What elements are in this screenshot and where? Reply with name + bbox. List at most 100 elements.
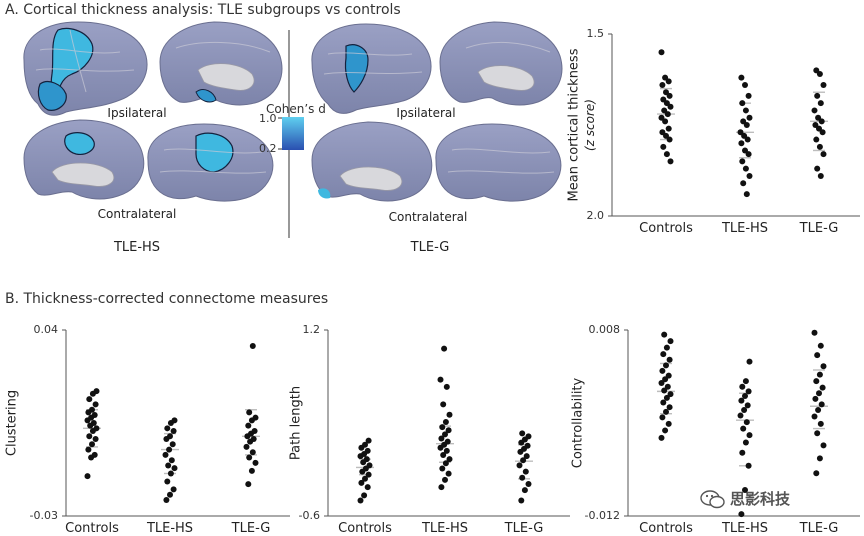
data-point [743, 122, 750, 128]
data-point [89, 406, 95, 413]
data-point [90, 420, 97, 426]
data-point [660, 351, 667, 358]
x-category-label: TLE-G [799, 521, 839, 536]
data-point [662, 427, 669, 434]
data-point [740, 180, 747, 187]
data-point [813, 470, 820, 477]
x-category-label: Controls [338, 521, 392, 536]
data-point [820, 363, 827, 370]
data-point [738, 511, 745, 518]
data-point [742, 165, 749, 172]
data-point [442, 431, 448, 438]
data-point [817, 420, 824, 427]
data-point [737, 412, 744, 419]
data-point [811, 413, 818, 420]
data-point [667, 391, 674, 398]
data-point [740, 425, 747, 432]
data-point [816, 390, 822, 397]
data-point [86, 396, 93, 403]
data-point [437, 376, 444, 383]
data-point [666, 92, 673, 99]
data-point [820, 151, 827, 158]
data-point [739, 100, 746, 107]
data-point [744, 402, 751, 409]
x-category-label: TLE-HS [721, 221, 769, 236]
data-point [814, 352, 821, 359]
data-point [664, 383, 671, 390]
data-point [519, 430, 526, 437]
data-point [742, 486, 748, 493]
data-point [815, 406, 822, 413]
data-point [660, 143, 667, 150]
data-point [522, 468, 529, 475]
data-point [662, 376, 669, 383]
data-point [365, 437, 372, 444]
data-point [665, 372, 672, 379]
data-point [358, 479, 365, 486]
colorbar [282, 117, 304, 150]
brain-renderings [23, 21, 563, 238]
data-point [171, 417, 178, 424]
data-point [443, 383, 450, 390]
brain-g-contra-medial [311, 121, 433, 202]
data-point [817, 172, 824, 179]
data-point [442, 476, 448, 483]
data-point [446, 411, 453, 418]
data-point [819, 129, 826, 136]
data-point [165, 462, 172, 469]
data-point [246, 409, 253, 416]
data-point [814, 165, 821, 172]
data-point [819, 384, 826, 391]
brain-hs-contra-medial [23, 119, 145, 200]
data-point [742, 107, 749, 114]
brain-hs-ipsi-medial [159, 21, 283, 106]
data-point [169, 441, 176, 448]
data-point [91, 451, 98, 458]
data-point [659, 81, 666, 88]
x-category-label: Controls [639, 521, 693, 536]
data-point [738, 397, 745, 404]
data-point [164, 478, 171, 485]
effect-region [37, 81, 67, 111]
data-point [525, 433, 532, 440]
data-point [171, 465, 178, 472]
data-point [366, 462, 373, 469]
data-point [817, 342, 824, 349]
data-point [811, 329, 818, 336]
data-point [746, 172, 753, 179]
y-tick-label: -0.012 [584, 509, 620, 522]
data-point [658, 434, 665, 441]
data-point [739, 158, 746, 165]
y-tick-label: 1.5 [586, 27, 605, 40]
data-point [248, 467, 255, 474]
data-point [525, 480, 532, 487]
brain-g-ipsi-lateral [311, 23, 432, 114]
data-point [243, 443, 250, 450]
data-point [438, 435, 445, 442]
data-point [743, 419, 750, 426]
data-point [812, 395, 819, 402]
data-point [742, 378, 749, 385]
data-point [816, 143, 823, 150]
data-point [813, 136, 820, 143]
data-point [249, 342, 256, 349]
data-point [168, 457, 175, 464]
data-point [245, 422, 252, 429]
data-point [659, 414, 666, 421]
data-point [820, 442, 827, 449]
data-point [661, 387, 668, 394]
data-point [665, 78, 672, 85]
data-point [667, 338, 674, 345]
data-point [364, 447, 371, 454]
data-point [820, 81, 827, 88]
data-point [440, 452, 447, 459]
data-point [89, 441, 95, 448]
data-point [659, 367, 666, 374]
brain-hs-ipsi-lateral [23, 21, 148, 116]
x-category-label: TLE-G [799, 221, 839, 236]
data-point [664, 111, 671, 118]
data-point [85, 446, 92, 453]
data-point [739, 449, 746, 456]
data-point [439, 424, 446, 431]
y-tick-label: 0.008 [588, 323, 621, 336]
